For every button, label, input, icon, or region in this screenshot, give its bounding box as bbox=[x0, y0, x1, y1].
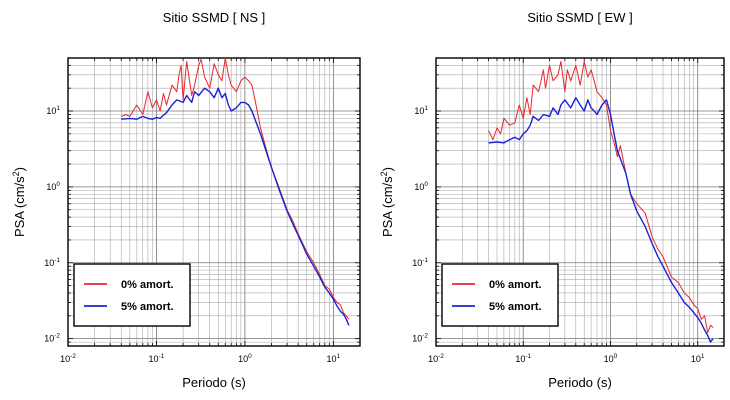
x-tick-label-exponent: 0 bbox=[614, 353, 618, 360]
series-line-amort-5 bbox=[488, 96, 714, 343]
x-tick-label-exponent: 1 bbox=[701, 353, 705, 360]
y-tick-label-base: 10 bbox=[44, 334, 54, 344]
x-axis-label: Periodo (s) bbox=[548, 375, 612, 390]
x-tick-label: 10-1 bbox=[149, 353, 165, 364]
y-axis-label-main: PSA (cm/s bbox=[380, 176, 395, 237]
y-tick-label-base: 10 bbox=[414, 182, 424, 192]
y-axis-label-superscript: 2 bbox=[11, 171, 21, 176]
series-line-amort-0 bbox=[121, 57, 350, 320]
y-tick-label-exponent: -1 bbox=[422, 257, 428, 264]
x-tick-label-base: 10 bbox=[327, 354, 337, 364]
tick-marks bbox=[67, 57, 361, 347]
y-axis-label: PSA (cm/s2) bbox=[11, 167, 27, 237]
y-axis-label-superscript: 2 bbox=[379, 171, 389, 176]
legend-box bbox=[441, 263, 559, 327]
x-tick-label: 100 bbox=[238, 353, 252, 364]
y-tick-label-exponent: -1 bbox=[54, 257, 60, 264]
y-tick-label: 10-1 bbox=[412, 257, 428, 268]
y-axis-label-main: PSA (cm/s bbox=[12, 176, 27, 237]
y-tick-label: 10-2 bbox=[44, 333, 60, 344]
chart-title: Sitio SSMD [ EW ] bbox=[527, 10, 632, 25]
y-axis-label-tail: ) bbox=[380, 167, 395, 171]
y-tick-label-exponent: -2 bbox=[54, 333, 60, 340]
y-tick-label-base: 10 bbox=[414, 106, 424, 116]
legend-label: 0% amort. bbox=[489, 279, 542, 291]
x-tick-label: 100 bbox=[604, 353, 618, 364]
x-tick-label: 101 bbox=[327, 353, 341, 364]
x-tick-label-exponent: -1 bbox=[159, 353, 165, 360]
tick-marks bbox=[435, 57, 725, 347]
legend: 0% amort. 5% amort. bbox=[441, 263, 559, 327]
x-tick-label-base: 10 bbox=[238, 354, 248, 364]
legend-label: 0% amort. bbox=[121, 279, 174, 291]
y-axis-label-tail: ) bbox=[12, 167, 27, 171]
x-tick-label-base: 10 bbox=[515, 354, 525, 364]
x-tick-label-exponent: 0 bbox=[248, 353, 252, 360]
y-tick-label: 10-1 bbox=[44, 257, 60, 268]
x-tick-label: 10-2 bbox=[428, 353, 444, 364]
series-line-amort-5 bbox=[121, 87, 350, 326]
y-tick-label-exponent: 1 bbox=[56, 105, 60, 112]
y-tick-label-base: 10 bbox=[412, 334, 422, 344]
y-tick-label: 100 bbox=[414, 181, 428, 192]
x-tick-label-base: 10 bbox=[60, 354, 70, 364]
legend-label: 5% amort. bbox=[121, 301, 174, 313]
y-tick-label-base: 10 bbox=[46, 106, 56, 116]
y-tick-label-exponent: -2 bbox=[422, 333, 428, 340]
y-tick-label: 101 bbox=[414, 105, 428, 116]
y-tick-label: 100 bbox=[46, 181, 60, 192]
legend-label: 5% amort. bbox=[489, 301, 542, 313]
x-tick-label-exponent: -1 bbox=[525, 353, 531, 360]
y-tick-label-base: 10 bbox=[412, 258, 422, 268]
y-axis-label: PSA (cm/s2) bbox=[379, 167, 395, 237]
x-tick-label-base: 10 bbox=[428, 354, 438, 364]
legend-box bbox=[73, 263, 191, 327]
x-tick-label-exponent: -2 bbox=[438, 353, 444, 360]
plot-frame bbox=[67, 57, 361, 347]
y-tick-label-base: 10 bbox=[46, 182, 56, 192]
y-tick-label: 10-2 bbox=[412, 333, 428, 344]
x-tick-label: 10-1 bbox=[515, 353, 531, 364]
x-tick-label: 10-2 bbox=[60, 353, 76, 364]
y-tick-label: 101 bbox=[46, 105, 60, 116]
x-tick-label: 101 bbox=[691, 353, 705, 364]
x-tick-label-exponent: -2 bbox=[70, 353, 76, 360]
series-line-amort-0 bbox=[488, 61, 714, 334]
x-tick-label-exponent: 1 bbox=[337, 353, 341, 360]
y-tick-label-base: 10 bbox=[44, 258, 54, 268]
y-tick-label-exponent: 0 bbox=[424, 181, 428, 188]
y-tick-label-exponent: 1 bbox=[424, 105, 428, 112]
x-tick-label-base: 10 bbox=[604, 354, 614, 364]
x-tick-label-base: 10 bbox=[149, 354, 159, 364]
grid bbox=[67, 57, 361, 347]
x-axis-label: Periodo (s) bbox=[182, 375, 246, 390]
plot-frame bbox=[435, 57, 725, 347]
legend: 0% amort. 5% amort. bbox=[73, 263, 191, 327]
x-tick-label-base: 10 bbox=[691, 354, 701, 364]
chart-title: Sitio SSMD [ NS ] bbox=[163, 10, 266, 25]
y-tick-label-exponent: 0 bbox=[56, 181, 60, 188]
